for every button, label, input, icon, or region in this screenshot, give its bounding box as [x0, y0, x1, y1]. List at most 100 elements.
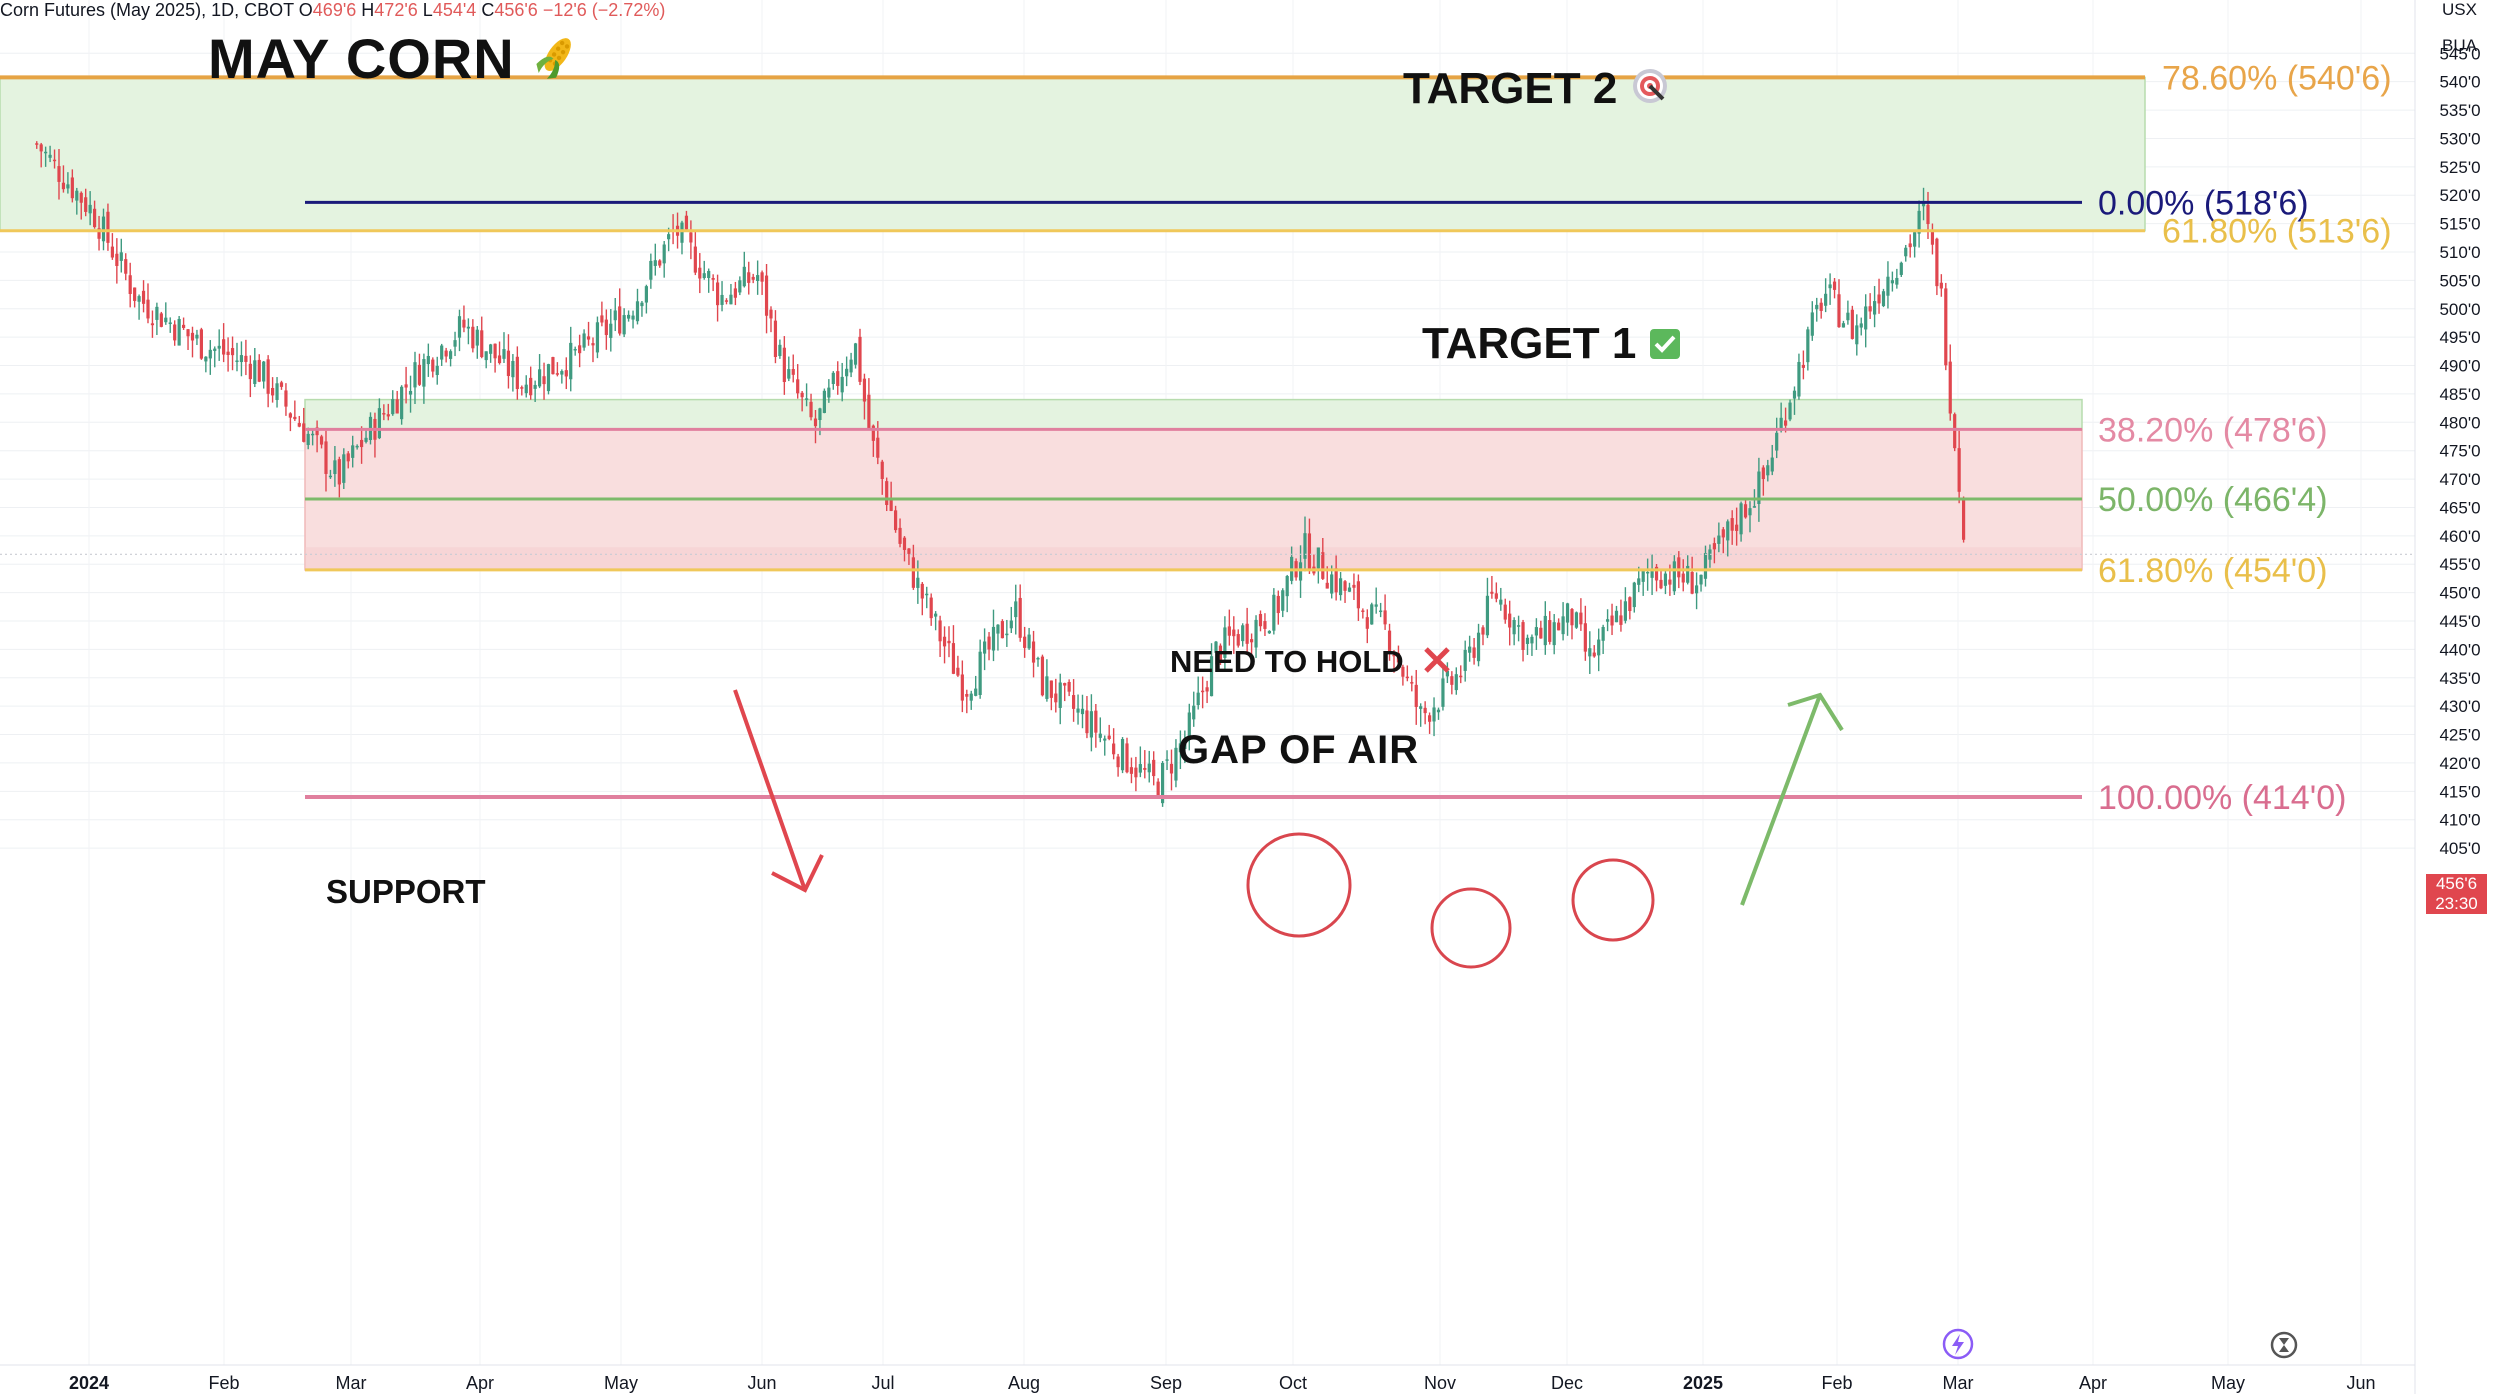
price-tick-label: 545'0 — [2439, 44, 2480, 63]
candle-body — [591, 343, 595, 346]
candle-body — [1343, 581, 1347, 591]
candle-body — [106, 211, 110, 243]
price-tick-label: 460'0 — [2439, 527, 2480, 546]
price-axis[interactable]: 405'0 410'0 415'0 420'0 425'0 430'0 435'0 440'0… — [2439, 44, 2480, 858]
candle-body — [457, 316, 462, 338]
candle-body — [235, 360, 239, 363]
price-tick-label: 420'0 — [2439, 754, 2480, 773]
candle-body — [44, 151, 48, 154]
candle-body — [101, 216, 106, 242]
candle-body — [1699, 574, 1703, 585]
time-tick-label: Feb — [208, 1373, 239, 1393]
candle-body — [742, 266, 746, 287]
annotation-marks-layer — [733, 689, 1844, 969]
candle-body — [951, 643, 956, 674]
time-axis[interactable]: 2024 Feb Mar Apr May Jun Jul Aug Sep Oct Nov Dec 202… — [69, 1373, 2376, 1393]
candle-body — [1957, 448, 1961, 492]
candle-body — [1423, 707, 1427, 714]
candle-body — [1766, 465, 1770, 476]
candle-body — [1726, 521, 1730, 541]
candle-body — [1365, 617, 1369, 629]
candle-body — [431, 359, 435, 372]
candle-body — [1036, 657, 1040, 660]
candle-body — [916, 577, 920, 588]
candle-body — [796, 379, 800, 394]
time-tick-label: Sep — [1150, 1373, 1182, 1393]
candle-body — [871, 425, 875, 441]
candle-body — [1334, 568, 1338, 593]
candle-body — [974, 688, 978, 696]
candle-body — [764, 275, 769, 316]
candle-body — [1752, 506, 1757, 508]
candle-body — [867, 394, 871, 429]
price-tick-label: 450'0 — [2439, 584, 2480, 603]
candle-body — [1521, 622, 1525, 650]
time-tick-label: May — [604, 1373, 638, 1393]
candle-body — [1405, 676, 1409, 679]
candle-body — [1249, 639, 1254, 643]
candle-body — [1201, 690, 1205, 693]
price-tick-label: 490'0 — [2439, 357, 2480, 376]
candle-body — [1321, 552, 1325, 579]
candle-body — [1005, 633, 1009, 636]
candle-body — [1775, 432, 1779, 451]
candle-body — [622, 315, 626, 335]
lightning-icon[interactable] — [1941, 1327, 1975, 1366]
candle-body — [1232, 629, 1236, 637]
gap-of-air-label: GAP OF AIR — [1178, 728, 1420, 772]
candle-body — [1098, 733, 1102, 738]
candle-body — [1659, 579, 1663, 589]
candle-body — [1387, 630, 1392, 652]
title-text: MAY CORN — [208, 27, 515, 90]
candle-body — [515, 356, 519, 390]
candle-body — [773, 320, 778, 358]
candle-body — [1454, 674, 1458, 691]
candle-body — [1588, 648, 1592, 657]
candle-body — [626, 314, 631, 319]
candle-body — [560, 371, 564, 375]
candle-body — [448, 351, 453, 359]
price-tick-label: 515'0 — [2439, 215, 2480, 234]
candle-body — [493, 343, 497, 359]
low-value: 454'4 — [432, 0, 477, 20]
candle-body — [1677, 557, 1681, 578]
candle-body — [1646, 571, 1650, 574]
candle-body — [230, 348, 235, 356]
highlight-circle — [1571, 858, 1655, 942]
candle-body — [1512, 619, 1516, 635]
candle-body — [880, 461, 884, 479]
candle-body — [1192, 705, 1196, 720]
price-tick-label: 475'0 — [2439, 442, 2480, 461]
candle-body — [1557, 622, 1561, 631]
candle-body — [217, 345, 221, 349]
candle-body — [782, 347, 786, 383]
candle-body — [715, 282, 720, 306]
zone-need-to-hold — [304, 398, 2083, 431]
candle-body — [1138, 764, 1142, 773]
replay-icon[interactable] — [2269, 1330, 2299, 1365]
close-label: C — [481, 0, 495, 20]
candle-body — [133, 287, 137, 301]
candle-body — [128, 275, 132, 294]
zones-layer — [0, 76, 2146, 571]
candle-body — [1948, 361, 1952, 414]
candle-body — [61, 182, 66, 190]
price-tick-label: 405'0 — [2439, 839, 2480, 858]
candle-body — [1058, 682, 1062, 708]
candle-body — [586, 336, 591, 340]
time-tick-label: May — [2211, 1373, 2245, 1393]
price-tick-label: 535'0 — [2439, 101, 2480, 120]
candle-body — [1605, 619, 1610, 622]
candle-body — [266, 359, 270, 394]
price-tick-label: 435'0 — [2439, 669, 2480, 688]
price-tick-label: 480'0 — [2439, 413, 2480, 432]
candle-body — [902, 537, 907, 550]
candle-body — [707, 270, 711, 279]
candle-body — [529, 377, 533, 396]
candle-body — [911, 557, 915, 588]
candle-body — [1040, 656, 1045, 696]
candle-body — [382, 413, 386, 415]
candle-body — [1499, 599, 1503, 605]
candle-body — [1009, 620, 1013, 629]
